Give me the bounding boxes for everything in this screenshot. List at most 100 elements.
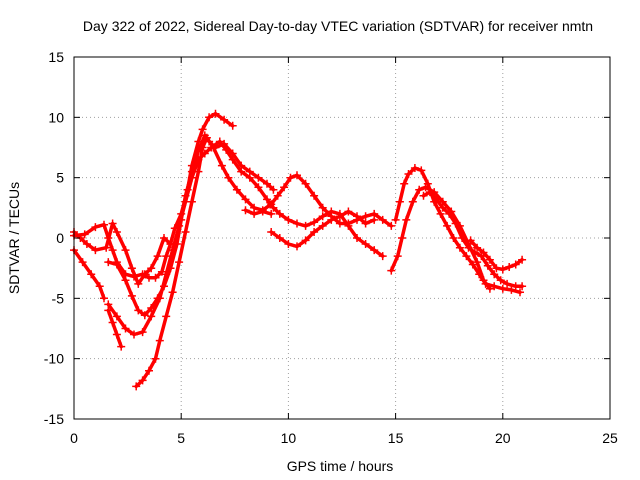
data-point xyxy=(267,228,276,236)
data-point xyxy=(370,246,379,255)
data-point xyxy=(498,284,507,293)
data-point xyxy=(273,191,282,200)
data-point xyxy=(470,248,479,257)
data-point xyxy=(104,306,113,315)
data-point xyxy=(198,143,207,152)
data-point xyxy=(250,209,259,218)
data-point xyxy=(140,270,149,279)
data-point xyxy=(400,179,409,188)
data-point xyxy=(138,376,147,385)
series-trace-5 xyxy=(104,137,387,339)
data-point xyxy=(284,215,293,224)
series-trace-3 xyxy=(70,246,108,303)
series-trace-11 xyxy=(391,164,524,297)
data-point xyxy=(404,170,413,178)
data-point xyxy=(410,164,419,172)
data-point xyxy=(353,212,361,221)
data-point xyxy=(267,200,276,209)
data-point xyxy=(209,143,218,152)
series-trace-8 xyxy=(241,206,276,218)
series-trace-10 xyxy=(387,183,494,293)
data-point xyxy=(147,264,156,273)
data-point xyxy=(496,276,505,285)
y-tick-label: -15 xyxy=(44,411,64,427)
data-point xyxy=(155,336,164,345)
data-point xyxy=(121,276,130,285)
data-point xyxy=(160,234,168,242)
data-point xyxy=(215,137,224,146)
data-point xyxy=(237,167,246,176)
data-point xyxy=(112,330,121,339)
axis-ticks: 0 5 10 15 20 25 -15 -10 -5 0 5 10 15 xyxy=(44,49,618,446)
data-point xyxy=(211,109,220,118)
data-point xyxy=(293,219,301,228)
data-point xyxy=(112,228,121,236)
data-point xyxy=(335,219,344,228)
data-point xyxy=(490,282,499,291)
data-point xyxy=(387,221,396,230)
data-point xyxy=(310,191,319,200)
data-point xyxy=(121,246,130,255)
data-point xyxy=(168,288,177,297)
data-point xyxy=(194,167,203,176)
data-point xyxy=(507,285,516,294)
data-point xyxy=(127,291,136,300)
data-point xyxy=(481,279,490,288)
data-point xyxy=(162,312,171,321)
data-point xyxy=(220,115,229,124)
data-point xyxy=(301,236,310,245)
data-point xyxy=(112,260,121,269)
data-point xyxy=(402,215,411,224)
data-point xyxy=(187,173,196,182)
data-point xyxy=(293,171,301,180)
data-point xyxy=(466,236,475,245)
data-point xyxy=(408,197,417,206)
grid-lines xyxy=(74,57,610,419)
data-point xyxy=(473,258,482,267)
data-point xyxy=(310,218,319,227)
series-trace-7 xyxy=(132,133,396,391)
series-trace-13 xyxy=(466,236,527,274)
data-point xyxy=(284,240,293,248)
data-point xyxy=(344,219,353,228)
data-point xyxy=(224,173,233,182)
data-point xyxy=(335,212,344,221)
data-point xyxy=(87,270,96,279)
data-point xyxy=(232,185,241,194)
data-point xyxy=(267,209,276,218)
data-point xyxy=(353,234,361,242)
data-point xyxy=(479,248,488,257)
data-point xyxy=(286,173,295,182)
data-point xyxy=(483,261,492,270)
data-point xyxy=(464,243,473,252)
data-point xyxy=(80,230,89,239)
data-point xyxy=(438,203,447,212)
data-point xyxy=(391,215,400,224)
data-point xyxy=(361,219,370,228)
data-point xyxy=(458,234,467,242)
x-axis-label: GPS time / hours xyxy=(287,458,394,474)
data-point xyxy=(241,206,250,215)
data-point xyxy=(162,270,171,279)
data-point xyxy=(361,212,370,221)
data-point xyxy=(153,252,162,261)
series-trace xyxy=(106,308,123,349)
data-point xyxy=(95,282,104,291)
data-point xyxy=(498,265,507,274)
data-point xyxy=(254,183,263,192)
y-tick-label: 5 xyxy=(56,170,64,186)
data-series xyxy=(70,109,527,391)
data-point xyxy=(175,221,184,230)
data-point xyxy=(162,252,171,261)
data-point xyxy=(395,197,404,206)
data-point xyxy=(108,318,117,327)
data-point xyxy=(121,324,130,333)
data-point xyxy=(301,179,310,188)
data-point xyxy=(511,260,520,269)
y-tick-label: 10 xyxy=(48,109,64,125)
y-tick-label: 0 xyxy=(56,230,64,246)
data-point xyxy=(157,267,166,276)
data-point xyxy=(104,258,113,267)
data-point xyxy=(151,354,160,363)
